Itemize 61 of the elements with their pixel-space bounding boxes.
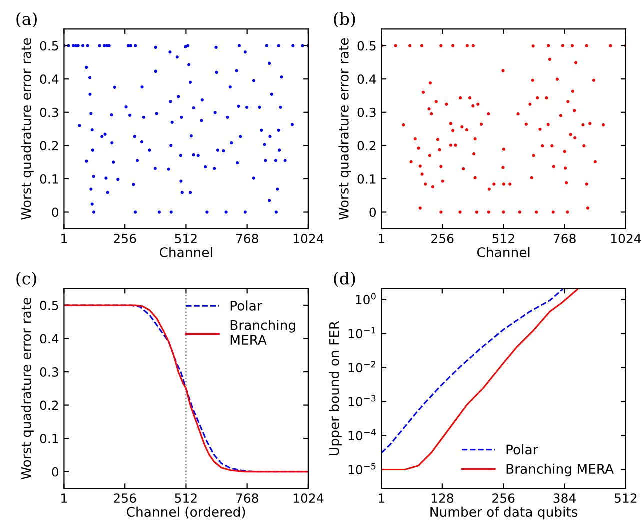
y-tick-label: 10$^{−1}$ <box>348 327 376 339</box>
y-tick-label: 0.1 <box>40 434 58 444</box>
x-tick-label: 256 <box>432 234 454 244</box>
y-tick-label: 0.5 <box>40 300 58 310</box>
y-tick-label: 0.4 <box>358 74 376 84</box>
x-tick-label: 1024 <box>294 494 324 504</box>
x-axis-title: Number of data qubits <box>430 506 578 520</box>
x-tick-label: 1 <box>62 494 68 503</box>
legend-label: Branching MERA <box>506 464 614 477</box>
y-tick-label: 0.2 <box>40 141 58 151</box>
y-tick-label: 0.5 <box>40 41 58 51</box>
y-axis-title: Upper bound on FER <box>329 321 342 456</box>
y-tick-label: 0.2 <box>40 400 58 410</box>
y-tick-label: 0 <box>52 467 59 477</box>
x-tick-label: 512 <box>175 234 197 244</box>
legend-label: Polar <box>230 300 262 311</box>
chart-title: (b) <box>334 12 356 28</box>
x-tick-label: 384 <box>554 494 576 504</box>
y-tick-label: 10$^{−5}$ <box>348 463 376 475</box>
y-tick-label: 10$^{−3}$ <box>348 395 376 407</box>
y-tick-label: 0.1 <box>358 174 376 184</box>
x-tick-label: 512 <box>175 494 197 504</box>
x-tick-label: 768 <box>554 234 576 244</box>
x-tick-label: 1 <box>62 234 68 244</box>
x-tick-label: 1024 <box>611 234 642 244</box>
x-tick-label: 1 <box>379 234 385 244</box>
line-series <box>382 288 564 454</box>
chart-title: (a) <box>16 12 37 28</box>
legend-label: Polar <box>506 444 538 455</box>
y-tick-label: 0.5 <box>358 41 376 51</box>
y-tick-label: 0 <box>370 208 376 218</box>
y-axis-title: Worst quadrature error rate <box>338 38 352 220</box>
x-axis-title: Channel <box>477 247 530 258</box>
chart-title: (c) <box>16 272 36 288</box>
x-tick-label: 1 <box>379 494 385 503</box>
x-tick-label: 768 <box>236 494 258 504</box>
y-tick-label: 10$^{0}$ <box>356 293 376 305</box>
y-tick-label: 0.4 <box>40 334 59 344</box>
y-tick-label: 0.3 <box>358 108 376 118</box>
x-axis-title: Channel <box>160 247 212 258</box>
y-tick-label: 0.4 <box>40 74 59 84</box>
y-tick-label: 0.2 <box>358 141 376 151</box>
legend-label: Branching MERA <box>230 320 296 345</box>
y-tick-label: 0.1 <box>40 174 58 184</box>
x-tick-label: 1024 <box>294 234 324 244</box>
y-tick-label: 10$^{−4}$ <box>348 429 376 441</box>
y-tick-label: 10$^{−2}$ <box>348 361 376 373</box>
x-tick-label: 256 <box>114 494 136 504</box>
y-axis-title: Worst quadrature error rate <box>21 298 34 480</box>
x-tick-label: 512 <box>492 234 514 244</box>
y-axis-title: Worst quadrature error rate <box>21 38 34 220</box>
x-tick-label: 768 <box>236 234 258 244</box>
y-tick-label: 0.3 <box>40 368 58 377</box>
x-axis-title: Channel (ordered) <box>127 506 246 519</box>
y-tick-label: 0.3 <box>40 108 58 118</box>
x-tick-label: 256 <box>114 234 136 244</box>
x-tick-label: 128 <box>432 494 454 504</box>
x-tick-label: 512 <box>614 494 637 504</box>
chart-title: (d) <box>334 272 356 288</box>
y-tick-label: 0 <box>52 208 59 218</box>
x-tick-label: 256 <box>492 494 515 504</box>
